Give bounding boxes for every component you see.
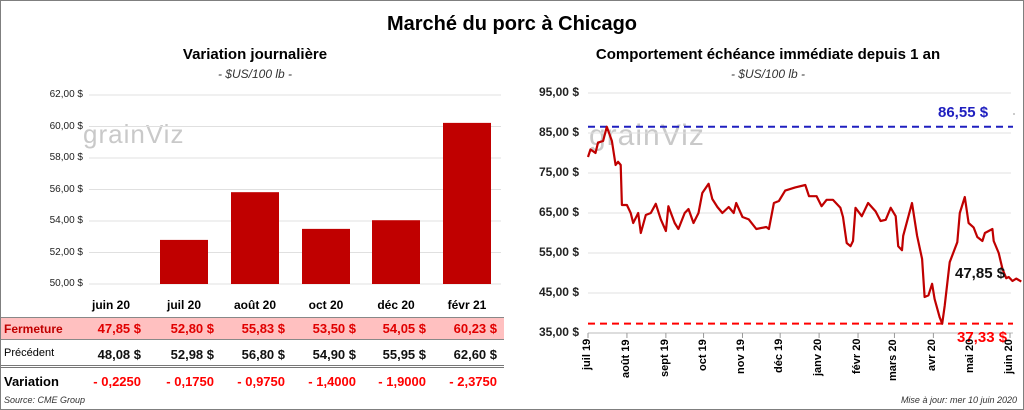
change-row: Variation (1, 370, 504, 391)
low-label: 37,33 $ (957, 329, 1008, 346)
y-tick-label: 52,00 $ (49, 246, 83, 258)
change-value: - 0,1750 (166, 374, 214, 389)
previous-value: 54,90 $ (312, 347, 356, 362)
x-tick-label: août 19 (619, 339, 632, 378)
bar-2 (231, 192, 279, 284)
previous-row: Précédent (1, 343, 504, 364)
high-label: 86,55 $ (938, 104, 989, 121)
left-unit: - $US/100 lb - (217, 67, 293, 81)
change-row-label: Variation (4, 374, 59, 389)
category-label: oct 20 (308, 298, 344, 312)
price-line (586, 125, 1022, 325)
close-value: 60,23 $ (453, 321, 497, 336)
y-tick-label: 85,00 $ (538, 125, 579, 139)
change-value: - 2,3750 (449, 374, 497, 389)
x-tick-label: juin 20 (1003, 339, 1015, 374)
close-value: 52,80 $ (170, 321, 214, 336)
right-subtitle: Comportement échéance immédiate depuis 1… (595, 46, 941, 63)
x-tick-label: juil 19 (581, 338, 593, 370)
previous-value: 52,98 $ (170, 347, 214, 362)
bar-3 (302, 228, 350, 284)
y-tick-label: 75,00 $ (538, 165, 579, 179)
y-tick-label: 62,00 $ (49, 89, 83, 100)
previous-row-label: Précédent (4, 347, 55, 359)
x-tick-label: mars 20 (887, 339, 900, 381)
category-label: juin 20 (91, 298, 130, 312)
category-label: août 20 (233, 298, 276, 312)
y-tick-label: 60,00 $ (49, 120, 83, 132)
close-row-label: Fermeture (4, 322, 63, 336)
category-label: juil 20 (166, 298, 201, 312)
x-tick-label: avr 20 (926, 339, 939, 371)
main-title: Marché du porc à Chicago (386, 13, 638, 35)
x-tick-label: mai 20 (964, 338, 977, 373)
change-value: - 1,4000 (308, 374, 356, 389)
x-tick-label: déc 19 (773, 338, 786, 373)
y-tick-label: 54,00 $ (49, 215, 83, 226)
update-note: Mise à jour: mer 10 juin 2020 (900, 395, 1017, 405)
close-row: Fermeture (1, 317, 504, 340)
close-value: 53,50 $ (312, 321, 356, 336)
y-tick-label: 45,00 $ (538, 285, 579, 299)
bar-chart (89, 94, 501, 285)
previous-value: 62,60 $ (453, 347, 497, 362)
category-label: févr 21 (447, 298, 487, 312)
y-tick-label: 56,00 $ (49, 183, 83, 195)
previous-value: 55,95 $ (382, 347, 426, 362)
right-unit: - $US/100 lb - (730, 67, 806, 81)
change-value: - 0,9750 (237, 374, 285, 389)
x-tick-label: oct 19 (696, 339, 709, 371)
change-value: - 0,2250 (93, 374, 141, 389)
bar-4 (372, 220, 420, 284)
close-value: 47,85 $ (97, 321, 141, 336)
previous-value: 56,80 $ (241, 347, 285, 362)
y-tick-label: 95,00 $ (538, 85, 579, 99)
x-tick-label: nov 19 (735, 339, 748, 374)
y-tick-label: 55,00 $ (538, 245, 579, 259)
previous-value: 48,08 $ (97, 347, 141, 362)
close-value: 55,83 $ (241, 321, 285, 336)
divider (1, 365, 504, 368)
bar-5 (443, 122, 491, 284)
y-tick-label: 35,00 $ (538, 325, 579, 339)
grainviz-watermark: grainViz (83, 119, 185, 149)
bar-1 (160, 239, 208, 284)
close-value: 54,05 $ (382, 321, 426, 336)
category-label: déc 20 (377, 298, 415, 312)
x-tick-label: sept 19 (658, 339, 671, 377)
source-note: Source: CME Group (4, 395, 86, 405)
y-tick-label: 50,00 $ (49, 278, 83, 289)
y-tick-label: 65,00 $ (538, 205, 579, 219)
last-price-label: 47,85 $ (955, 265, 1006, 282)
x-tick-label: janv 20 (812, 338, 825, 376)
change-value: - 1,9000 (378, 374, 426, 389)
x-tick-label: févr 20 (851, 338, 864, 374)
y-tick-label: 58,00 $ (49, 152, 83, 163)
grainviz-watermark-right: grainViz (589, 119, 705, 152)
left-subtitle: Variation journalière (182, 46, 328, 63)
